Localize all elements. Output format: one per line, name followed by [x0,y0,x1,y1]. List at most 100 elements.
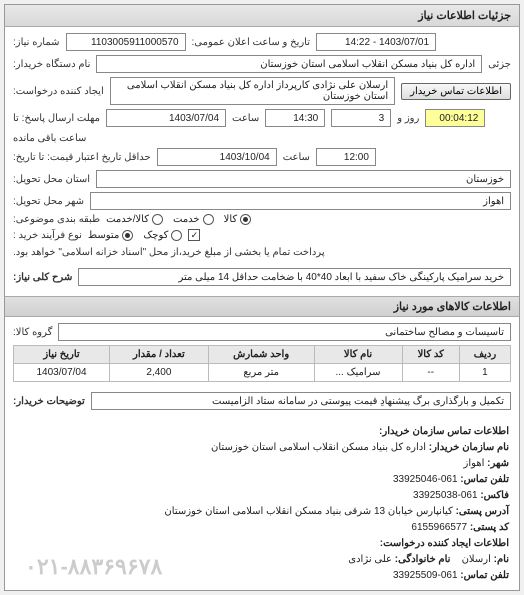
cell-qty: 2,400 [110,364,209,382]
table-row[interactable]: 1 -- سرامیک ... متر مربع 2,400 1403/07/0… [14,364,511,382]
type-service-label: خدمت [173,214,200,225]
creator-header: اطلاعات ایجاد کننده درخواست: [15,536,509,552]
size-radio-group: کوچک متوسط [88,230,182,241]
cell-name: سرامیک ... [314,364,402,382]
pay-note: پرداخت تمام یا بخشی از مبلغ خرید،از محل … [13,247,329,258]
contact-addr-line: آدرس پستی: کیانپارس خیابان 13 شرقی بنیاد… [15,504,509,520]
c-fax-label: فاکس: [480,490,509,501]
type-radio-service[interactable]: خدمت [173,214,214,225]
row-province: استان محل تحویل: خوزستان [13,170,511,188]
type-label: طبقه بندی موضوعی: [13,214,100,225]
contact-org-line: نام سازمان خریدار: اداره کل بنیاد مسکن ا… [15,440,509,456]
days-left-suffix: روز و [397,113,419,124]
c-phone-label: تلفن تماس: [460,474,509,485]
buyer-org-label: نام دستگاه خریدار: [13,59,90,70]
deadline-time-value: 14:30 [265,109,325,127]
desc-label: شرح کلی نیاز: [13,272,72,283]
size-radio-medium[interactable]: متوسط [88,230,133,241]
province-value: خوزستان [96,170,511,188]
creator-tel-line: تلفن تماس: 061-33925509 [15,568,509,584]
items-table: ردیف کد کالا نام کالا واحد شمارش تعداد /… [13,345,511,382]
col-qty: تعداد / مقدار [110,346,209,364]
c-city-label: شهر: [487,458,509,469]
contact-block: اطلاعات تماس سازمان خریدار: نام سازمان خ… [5,418,519,590]
cell-row: 1 [459,364,510,382]
province-label: استان محل تحویل: [13,174,90,185]
cell-unit: متر مربع [208,364,314,382]
col-row: ردیف [459,346,510,364]
col-unit: واحد شمارش [208,346,314,364]
type-radio-both[interactable]: کالا/خدمت [106,214,163,225]
row-buyer-notes: توضیحات خریدار: تکمیل و بارگذاری برگ پیش… [5,388,519,414]
price-valid-time-value: 12:00 [316,148,376,166]
c-addr-value: کیانپارس خیابان 13 شرقی بنیاد مسکن انقلا… [164,506,452,517]
c-family-value: علی نژادی [348,554,392,565]
creator-name-line: نام: ارسلان نام خانوادگی: علی نژادی [15,552,509,568]
col-date: تاریخ نیاز [14,346,110,364]
cell-code: -- [402,364,459,382]
deadline-time-label: ساعت [232,113,259,124]
c-name-value: ارسلان [462,554,491,565]
deadline-date-value: 1403/07/04 [106,109,226,127]
type-radio-group: کالا خدمت کالا/خدمت [106,214,251,225]
type-radio-goods[interactable]: کالا [224,214,252,225]
panel-title: جزئیات اطلاعات نیاز [5,5,519,27]
c-org-value: اداره کل بنیاد مسکن انقلاب اسلامی استان … [211,442,426,453]
pub-date-value: 1403/07/01 - 14:22 [316,33,436,51]
c-fax-value: 061-33925038 [413,490,478,501]
radio-dot-icon [171,230,182,241]
row-price-valid: حداقل تاریخ اعتبار قیمت: تا تاریخ: 1403/… [13,148,511,166]
desc-value: خرید سرامیک پارکینگی خاک سفید با ابعاد 4… [78,268,511,286]
radio-dot-icon [240,214,251,225]
buyer-notes-value: تکمیل و بارگذاری برگ پیشنهادِ قیمت پیوست… [91,392,511,410]
time-left-value: 00:04:12 [425,109,485,127]
row-deadline: مهلت ارسال پاسخ: تا 1403/07/04 ساعت 14:3… [13,109,511,144]
row-group: گروه کالا: تاسیسات و مصالح ساختمانی [13,323,511,341]
type-goods-label: کالا [224,214,238,225]
row-type: طبقه بندی موضوعی: کالا خدمت کالا/خدمت [13,214,511,225]
req-no-value: 1103005911000570 [66,33,186,51]
row-buyer-org: نام دستگاه خریدار: اداره کل بنیاد مسکن ا… [13,55,511,73]
buyer-contact-button[interactable]: اطلاعات تماس خریدار [401,83,511,100]
row-size: نوع فرآیند خرید : کوچک متوسط ✓ پرداخت تم… [13,229,511,258]
req-no-label: شماره نیاز: [13,37,60,48]
size-medium-label: متوسط [88,230,119,241]
buyer-org-value: اداره کل بنیاد مسکن انقلاب اسلامی استان … [96,55,482,73]
partial-label: جزئی [488,59,511,70]
contact-fax-line: فاکس: 061-33925038 [15,488,509,504]
city-value: اهواز [90,192,511,210]
radio-dot-icon [152,214,163,225]
buyer-notes-label: توضیحات خریدار: [13,396,85,407]
contact-zip-line: کد پستی: 6155966577 [15,520,509,536]
col-code: کد کالا [402,346,459,364]
items-body: گروه کالا: تاسیسات و مصالح ساختمانی ردیف… [5,317,519,388]
treasury-checkbox[interactable]: ✓ [188,229,200,241]
contact-city-line: شهر: اهواز [15,456,509,472]
price-valid-label: حداقل تاریخ اعتبار قیمت: تا تاریخ: [13,152,151,163]
items-header: اطلاعات کالاهای مورد نیاز [5,296,519,317]
size-radio-small[interactable]: کوچک [143,230,182,241]
radio-dot-icon [122,230,133,241]
city-label: شهر محل تحویل: [13,196,84,207]
need-details-panel: جزئیات اطلاعات نیاز شماره نیاز: 11030059… [4,4,520,591]
row-req-no: شماره نیاز: 1103005911000570 تاریخ و ساع… [13,33,511,51]
cell-date: 1403/07/04 [14,364,110,382]
creator-value: ارسلان علی نژادی کارپرداز اداره کل بنیاد… [110,77,395,105]
deadline-label: مهلت ارسال پاسخ: تا [13,113,100,124]
type-both-label: کالا/خدمت [106,214,149,225]
row-creator: ایجاد کننده درخواست: ارسلان علی نژادی کا… [13,77,511,105]
size-label: نوع فرآیند خرید : [13,230,82,241]
creator-label: ایجاد کننده درخواست: [13,86,104,97]
pub-date-label: تاریخ و ساعت اعلان عمومی: [192,37,311,48]
c-zip-label: کد پستی: [470,522,509,533]
c-addr-label: آدرس پستی: [456,506,509,517]
size-small-label: کوچک [143,230,168,241]
row-desc: شرح کلی نیاز: خرید سرامیک پارکینگی خاک س… [13,268,511,286]
c-name-label: نام: [494,554,509,565]
form-body: شماره نیاز: 1103005911000570 تاریخ و ساع… [5,27,519,296]
group-value: تاسیسات و مصالح ساختمانی [58,323,511,341]
c-phone-value: 061-33925046 [393,474,458,485]
c-org-label: نام سازمان خریدار: [429,442,509,453]
price-valid-date-value: 1403/10/04 [157,148,277,166]
price-valid-time-label: ساعت [283,152,310,163]
